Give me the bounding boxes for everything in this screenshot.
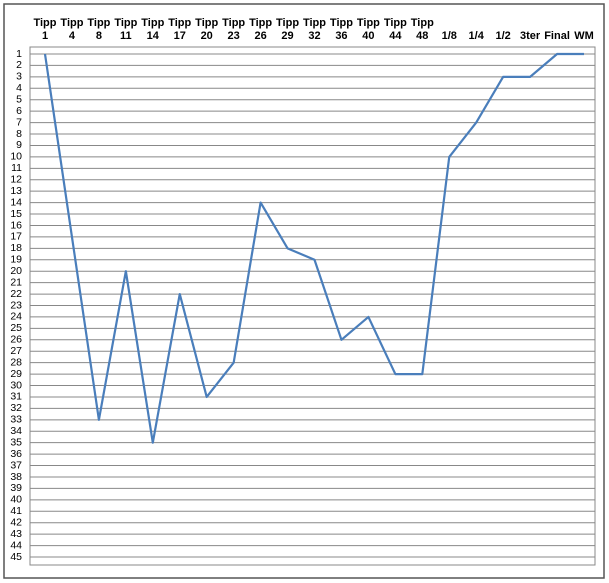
y-tick-label: 14 xyxy=(10,196,22,208)
x-tick-label: Tipp 44 xyxy=(383,17,407,42)
y-tick-label: 6 xyxy=(16,105,22,117)
y-tick-label: 30 xyxy=(10,379,22,391)
y-tick-label: 26 xyxy=(10,334,22,346)
y-tick-label: 18 xyxy=(10,242,22,254)
y-tick-label: 13 xyxy=(10,185,22,197)
x-tick-label: Tipp 20 xyxy=(195,17,219,42)
y-tick-label: 44 xyxy=(10,539,22,551)
y-tick-label: 17 xyxy=(10,231,22,243)
y-tick-label: 43 xyxy=(10,528,22,540)
y-tick-label: 39 xyxy=(10,482,22,494)
y-tick-label: 15 xyxy=(10,208,22,220)
y-tick-label: 21 xyxy=(10,276,22,288)
y-tick-label: 2 xyxy=(16,59,22,71)
y-tick-label: 8 xyxy=(16,128,22,140)
y-tick-label: 41 xyxy=(10,505,22,517)
y-tick-label: 29 xyxy=(10,368,22,380)
x-tick-label: Tipp 26 xyxy=(249,17,273,42)
y-tick-label: 38 xyxy=(10,471,22,483)
y-tick-label: 45 xyxy=(10,551,22,563)
x-tick-label: Tipp 1 xyxy=(33,17,57,42)
x-tick-label: 3ter xyxy=(520,30,541,42)
y-tick-label: 28 xyxy=(10,356,22,368)
x-tick-label: Final xyxy=(544,30,570,42)
y-tick-label: 32 xyxy=(10,402,22,414)
x-tick-label: Tipp 32 xyxy=(302,17,326,42)
x-tick-label: Tipp 4 xyxy=(60,17,84,42)
x-tick-label: Tipp 40 xyxy=(356,17,380,42)
x-tick-label: 1/8 xyxy=(441,30,457,42)
y-tick-label: 4 xyxy=(16,82,22,94)
x-tick-label: WM xyxy=(574,30,594,42)
x-tick-label: Tipp 17 xyxy=(168,17,192,42)
x-tick-label: Tipp 14 xyxy=(141,17,165,42)
y-tick-label: 23 xyxy=(10,299,22,311)
y-tick-label: 42 xyxy=(10,516,22,528)
y-tick-label: 33 xyxy=(10,414,22,426)
y-tick-label: 12 xyxy=(10,174,22,186)
y-tick-label: 37 xyxy=(10,459,22,471)
frame xyxy=(3,3,605,579)
y-tick-label: 36 xyxy=(10,448,22,460)
x-tick-label: Tipp 23 xyxy=(222,17,246,42)
y-tick-label: 9 xyxy=(16,139,22,151)
y-tick-label: 16 xyxy=(10,219,22,231)
x-tick-label: Tipp 11 xyxy=(114,17,138,42)
y-tick-label: 20 xyxy=(10,265,22,277)
y-tick-label: 5 xyxy=(16,94,22,106)
y-tick-label: 34 xyxy=(10,425,22,437)
y-tick-label: 10 xyxy=(10,151,22,163)
line-series xyxy=(43,52,584,444)
y-tick-label: 27 xyxy=(10,345,22,357)
x-tick-label: Tipp 36 xyxy=(329,17,353,42)
y-tick-label: 22 xyxy=(10,288,22,300)
x-tick-label: Tipp 29 xyxy=(276,17,300,42)
y-tick-label: 31 xyxy=(10,391,22,403)
x-tick-label: Tipp 8 xyxy=(87,17,111,42)
y-tick-label: 11 xyxy=(11,162,22,174)
y-tick-label: 40 xyxy=(10,494,22,506)
y-tick-label: 1 xyxy=(16,48,22,60)
y-tick-label: 25 xyxy=(10,322,22,334)
y-tick-label: 35 xyxy=(10,436,22,448)
x-tick-label: 1/4 xyxy=(468,30,484,42)
x-tick-label: 1/2 xyxy=(495,30,511,42)
y-tick-label: 19 xyxy=(10,254,22,266)
y-tick-label: 3 xyxy=(16,71,22,83)
y-tick-label: 7 xyxy=(16,116,22,128)
y-tick-label: 24 xyxy=(10,311,22,323)
x-tick-label: Tipp 48 xyxy=(410,17,434,42)
